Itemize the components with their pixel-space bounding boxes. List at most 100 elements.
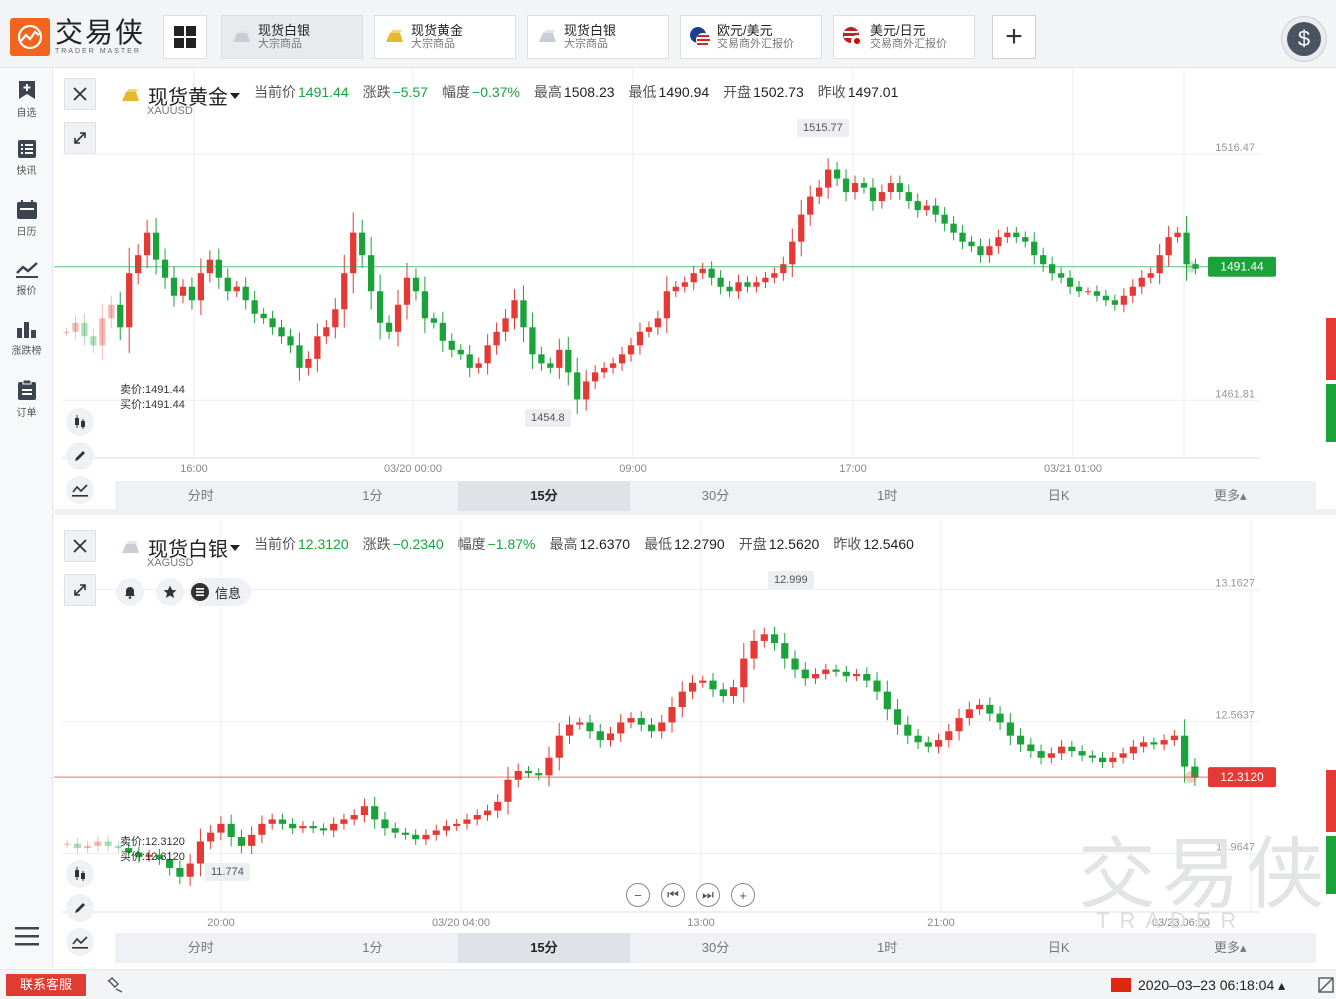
- timeframe-bar: 分时 1分 15分 30分 1时 日K 更多▴: [115, 933, 1316, 963]
- layout-icon[interactable]: [1318, 977, 1334, 993]
- sidebar-item-quotes[interactable]: 报价: [0, 260, 53, 297]
- buy-strip[interactable]: [1326, 836, 1336, 894]
- quote-line: 当前价 12.3120 涨跌 −0.2340 幅度 −1.87% 最高 12.6370 最低 12…: [254, 534, 928, 554]
- candle-body: [475, 363, 482, 368]
- sidebar-item-calendar[interactable]: 日历: [0, 200, 53, 238]
- candle-body: [1013, 232, 1020, 238]
- sidebar-item-rankings[interactable]: 涨跌榜: [0, 320, 53, 357]
- timeframe-日K[interactable]: 日K: [1047, 940, 1070, 955]
- instrument-selector[interactable]: 现货白银: [120, 533, 240, 562]
- favorite-button[interactable]: [156, 578, 184, 606]
- tab-silver-2[interactable]: 现货白银 大宗商品: [527, 15, 669, 59]
- candle-body: [932, 205, 939, 215]
- candle-body: [350, 815, 358, 820]
- candle-body: [945, 731, 953, 741]
- quote-key: 涨跌: [362, 84, 391, 100]
- candle-body: [251, 300, 258, 314]
- timeframe-1时[interactable]: 1时: [876, 940, 898, 955]
- sidebar-item-news[interactable]: 快讯: [0, 140, 53, 177]
- scroll-end-button[interactable]: ⏭: [696, 883, 720, 907]
- chart-nav-controls: − ⏮ ⏭ +: [626, 883, 766, 907]
- timeframe-分时[interactable]: 分时: [187, 488, 214, 503]
- chart-type-button[interactable]: [66, 408, 94, 436]
- candle-body: [618, 354, 626, 364]
- link-icon[interactable]: [106, 977, 124, 993]
- candle-body: [224, 277, 231, 292]
- sidebar-item-watchlist[interactable]: 自选: [0, 80, 53, 119]
- instrument-selector[interactable]: 现货黄金: [120, 81, 240, 110]
- currency-button[interactable]: $: [1281, 16, 1327, 62]
- layout-grid-button[interactable]: [163, 15, 207, 59]
- expand-panel-button[interactable]: [64, 574, 96, 606]
- silver-bar-icon: [230, 26, 252, 48]
- tab-eurusd[interactable]: 欧元/美元 交易商外汇报价: [680, 15, 822, 59]
- timeframe-1分[interactable]: 1分: [362, 940, 383, 955]
- buy-strip[interactable]: [1326, 384, 1336, 442]
- sidebar-item-orders[interactable]: 订单: [0, 380, 53, 419]
- x-tick-label: 21:00: [927, 917, 955, 929]
- candle-body: [1037, 751, 1045, 758]
- gold-candlestick-chart[interactable]: 1516.47 1461.81 16:00 03/20 00:00 09:00 17:00…: [54, 69, 1336, 515]
- candle-body: [1058, 746, 1066, 754]
- timeframe-30分[interactable]: 30分: [701, 488, 730, 503]
- candle-body: [896, 183, 903, 193]
- last-price-tag: [1208, 256, 1276, 277]
- server-clock[interactable]: 2020–03–23 06:18:04 ▴: [1138, 977, 1286, 993]
- tab-subtitle: 大宗商品: [258, 38, 302, 50]
- zoom-out-button[interactable]: −: [626, 883, 650, 907]
- candle-body: [565, 724, 574, 736]
- candle-body: [196, 841, 204, 864]
- timeframe-更多▴[interactable]: 更多▴: [1213, 488, 1247, 503]
- timeframe-更多▴[interactable]: 更多▴: [1213, 940, 1247, 955]
- timeframe-分时[interactable]: 分时: [187, 940, 214, 955]
- sidebar-menu-button[interactable]: [0, 926, 53, 948]
- add-tab-button[interactable]: +: [992, 15, 1036, 59]
- candle-body: [176, 867, 184, 877]
- timeframe-1时[interactable]: 1时: [876, 488, 898, 503]
- info-button[interactable]: 信息: [189, 578, 252, 606]
- candle-body: [155, 854, 163, 860]
- timeframe-15分[interactable]: 15分: [458, 481, 630, 511]
- chart-type-button[interactable]: [66, 860, 94, 888]
- candle-body: [94, 841, 102, 846]
- candle-body: [1016, 735, 1025, 745]
- candle-body: [403, 277, 411, 305]
- zoom-in-button[interactable]: +: [731, 883, 755, 907]
- sell-strip[interactable]: [1326, 770, 1336, 832]
- app-logo[interactable]: 交易侠 TRADER MASTER: [10, 18, 145, 56]
- timeframe-15分[interactable]: 15分: [458, 933, 630, 963]
- silver-candlestick-chart[interactable]: 13.1627 12.5637 11.9647 20:00 03/20 04:00 13:…: [54, 521, 1336, 969]
- candle-body: [432, 830, 440, 835]
- indicator-button[interactable]: [66, 928, 94, 956]
- quote-key: 最高: [533, 84, 562, 100]
- timeframe-日K[interactable]: 日K: [1047, 488, 1070, 503]
- sell-strip[interactable]: [1326, 318, 1336, 380]
- bar-chart-icon: [16, 322, 36, 338]
- candle-body: [227, 823, 235, 838]
- candle-body: [179, 286, 187, 296]
- x-tick-label: 17:00: [839, 463, 867, 475]
- candle-body: [376, 291, 384, 323]
- tab-gold[interactable]: 现货黄金 大宗商品: [374, 15, 516, 59]
- expand-panel-button[interactable]: [64, 122, 96, 154]
- candle-body: [360, 806, 369, 816]
- close-panel-button[interactable]: [64, 530, 96, 562]
- draw-tool-button[interactable]: [66, 894, 94, 922]
- candle-body: [1049, 264, 1056, 274]
- quote-key: 当前价: [254, 84, 296, 100]
- tab-silver-1[interactable]: 现货白银 大宗商品: [221, 15, 363, 59]
- indicator-button[interactable]: [66, 476, 94, 504]
- draw-tool-button[interactable]: [66, 442, 94, 470]
- candle-body: [950, 223, 957, 233]
- timeframe-1分[interactable]: 1分: [362, 488, 383, 503]
- customer-service-button[interactable]: 联系客服: [6, 974, 86, 996]
- timeframe-30分[interactable]: 30分: [701, 940, 730, 955]
- alert-button[interactable]: [116, 578, 144, 606]
- candle-body: [986, 704, 994, 714]
- tab-usdjpy[interactable]: 美元/日元 交易商外汇报价: [833, 15, 975, 59]
- candle-body: [934, 740, 943, 747]
- scroll-start-button[interactable]: ⏮: [661, 883, 685, 907]
- close-panel-button[interactable]: [64, 78, 96, 110]
- candle-body: [860, 183, 868, 188]
- candle-body: [959, 232, 966, 242]
